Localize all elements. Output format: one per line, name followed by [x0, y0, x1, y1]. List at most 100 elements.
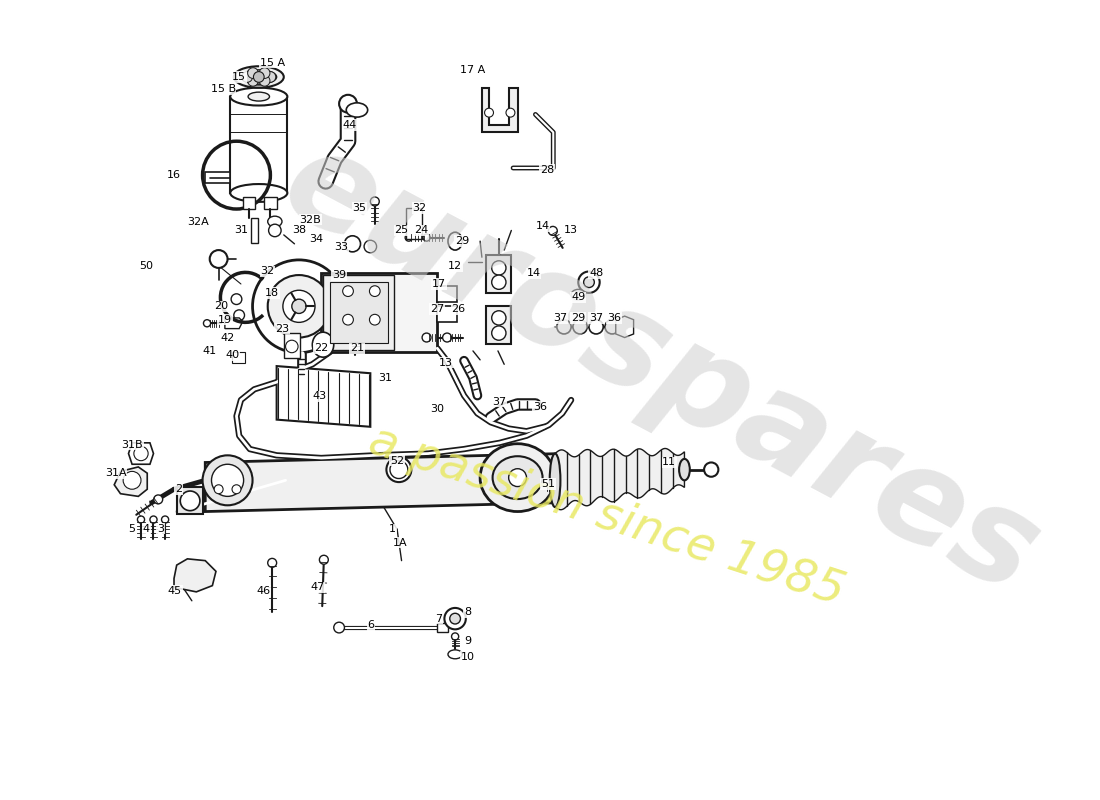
Text: 1A: 1A — [393, 538, 407, 548]
Text: 45: 45 — [168, 586, 182, 596]
Circle shape — [162, 516, 168, 523]
Text: 10: 10 — [461, 652, 474, 662]
Text: 19: 19 — [218, 314, 232, 325]
Circle shape — [405, 234, 412, 241]
Text: 42: 42 — [220, 333, 234, 342]
Bar — [486, 306, 512, 344]
Text: 46: 46 — [256, 586, 271, 596]
Text: 33: 33 — [334, 242, 348, 251]
Text: 8: 8 — [464, 607, 471, 618]
Circle shape — [123, 471, 141, 490]
Text: 17 A: 17 A — [460, 65, 485, 75]
Circle shape — [265, 72, 276, 82]
Circle shape — [267, 558, 276, 567]
Text: 13: 13 — [564, 226, 579, 235]
Bar — [177, 487, 204, 514]
Text: 49: 49 — [571, 292, 585, 302]
Ellipse shape — [241, 70, 276, 84]
Text: 31B: 31B — [121, 440, 143, 450]
Text: 16: 16 — [167, 170, 182, 180]
Ellipse shape — [249, 92, 270, 101]
Circle shape — [234, 310, 244, 321]
Ellipse shape — [230, 184, 287, 202]
Polygon shape — [616, 316, 634, 338]
Text: 43: 43 — [312, 391, 327, 402]
Text: 50: 50 — [140, 261, 153, 271]
Bar — [249, 81, 270, 97]
Circle shape — [339, 95, 358, 113]
Ellipse shape — [230, 88, 287, 106]
Circle shape — [444, 608, 465, 630]
Circle shape — [541, 484, 548, 491]
Text: 15 A: 15 A — [260, 58, 285, 68]
Text: 37: 37 — [553, 313, 568, 323]
Circle shape — [231, 294, 242, 305]
Ellipse shape — [211, 464, 243, 496]
Circle shape — [579, 271, 600, 293]
Bar — [438, 623, 448, 632]
Circle shape — [286, 340, 298, 353]
Bar — [232, 352, 245, 362]
Circle shape — [442, 333, 451, 342]
Circle shape — [370, 286, 381, 297]
Text: 37: 37 — [493, 397, 507, 406]
Text: 15 B: 15 B — [210, 85, 235, 94]
Circle shape — [210, 250, 228, 268]
Text: 32: 32 — [412, 203, 427, 213]
Text: 36: 36 — [532, 402, 547, 412]
Text: 37: 37 — [588, 313, 603, 323]
Text: 14: 14 — [527, 268, 541, 278]
Circle shape — [492, 261, 506, 275]
Text: 38: 38 — [292, 226, 306, 235]
Text: eurospares: eurospares — [262, 117, 1058, 621]
Bar — [486, 255, 512, 293]
Bar — [323, 275, 395, 350]
Circle shape — [180, 491, 200, 510]
Circle shape — [605, 320, 619, 334]
Bar — [264, 197, 276, 209]
Circle shape — [573, 320, 587, 334]
Text: 23: 23 — [275, 324, 289, 334]
Circle shape — [557, 320, 571, 334]
Circle shape — [343, 286, 353, 297]
Circle shape — [584, 277, 594, 287]
Text: 27: 27 — [430, 304, 444, 314]
Circle shape — [248, 75, 258, 86]
Text: 18: 18 — [265, 288, 279, 298]
Ellipse shape — [571, 290, 585, 300]
Circle shape — [260, 68, 270, 78]
Circle shape — [242, 72, 253, 82]
Circle shape — [253, 260, 345, 353]
Text: 13: 13 — [439, 358, 453, 367]
Bar — [284, 333, 300, 358]
Text: 6: 6 — [367, 620, 375, 630]
Ellipse shape — [202, 455, 253, 506]
Circle shape — [319, 555, 328, 564]
Text: 9: 9 — [464, 636, 471, 646]
Text: 48: 48 — [588, 268, 603, 278]
Polygon shape — [206, 454, 562, 511]
Text: 52: 52 — [390, 456, 404, 466]
Circle shape — [485, 108, 494, 117]
Circle shape — [506, 108, 515, 117]
Polygon shape — [556, 449, 684, 510]
Text: 21: 21 — [350, 343, 364, 354]
Circle shape — [204, 320, 210, 327]
Text: 44: 44 — [343, 120, 356, 130]
Text: 35: 35 — [353, 203, 366, 213]
Circle shape — [333, 622, 344, 633]
Circle shape — [370, 314, 381, 325]
Text: 28: 28 — [540, 165, 554, 174]
Ellipse shape — [448, 232, 462, 250]
Text: 11: 11 — [662, 458, 676, 467]
Text: a passion since 1985: a passion since 1985 — [363, 418, 850, 614]
Polygon shape — [114, 467, 147, 496]
Circle shape — [549, 226, 558, 235]
Bar — [438, 286, 456, 302]
Text: 31A: 31A — [106, 468, 127, 478]
Circle shape — [138, 516, 144, 523]
Text: 40: 40 — [226, 350, 239, 360]
Circle shape — [260, 75, 270, 86]
Ellipse shape — [267, 216, 282, 227]
Circle shape — [134, 446, 148, 461]
